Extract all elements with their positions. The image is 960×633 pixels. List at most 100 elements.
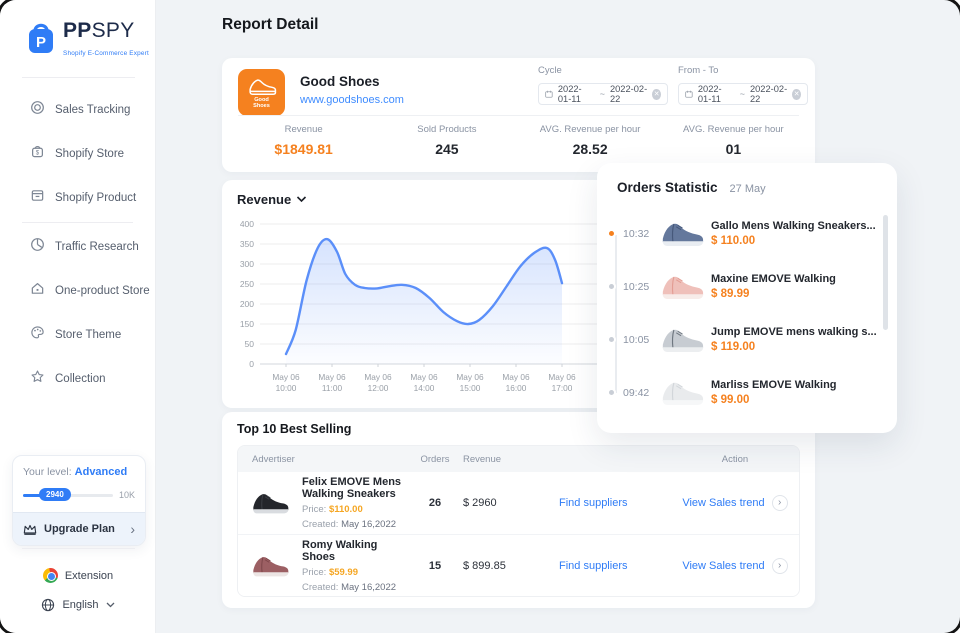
chevron-right-button[interactable]: › <box>771 495 788 511</box>
svg-text:May 06: May 06 <box>318 372 346 382</box>
product-image <box>250 551 290 581</box>
order-product-name: Gallo Mens Walking Sneakers... <box>711 220 876 232</box>
sneaker-image <box>662 382 704 405</box>
order-product-price: $ 110.00 <box>711 235 756 247</box>
table-row: Felix EMOVE Mens Walking Sneakers Price:… <box>238 472 799 534</box>
find-suppliers-link[interactable]: Find suppliers <box>559 497 628 509</box>
sidebar-item-label: Sales Tracking <box>55 104 131 116</box>
upgrade-plan-button[interactable]: Upgrade Plan › <box>13 512 145 545</box>
extension-button[interactable]: Extension <box>0 568 156 583</box>
table-row: Romy Walking Shoes Price: $59.99 Created… <box>238 534 799 596</box>
product-box-icon <box>30 188 45 208</box>
clear-cycle-icon[interactable]: ✕ <box>652 88 661 100</box>
sidebar-item-label: Shopify Product <box>55 192 137 204</box>
order-item[interactable]: 09:42 Marliss EMOVE Walking $ 99.00 <box>607 366 879 419</box>
table-body: Felix EMOVE Mens Walking Sneakers Price:… <box>238 472 799 596</box>
find-suppliers-link[interactable]: Find suppliers <box>559 559 628 572</box>
target-icon <box>30 100 45 120</box>
chart-title: Revenue <box>237 192 292 207</box>
svg-text:$: $ <box>36 150 40 157</box>
svg-text:200: 200 <box>240 299 254 309</box>
sneaker-image <box>662 329 704 352</box>
language-selector[interactable]: English <box>0 598 156 612</box>
cycle-start-date: 2022-01-11 <box>557 84 582 104</box>
sidebar-item-label: Store Theme <box>55 329 122 341</box>
stat-avg-revenue-per-hour: AVG. Revenue per hour 28.52 <box>519 124 662 157</box>
product-name: Felix EMOVE Mens Walking Sneakers <box>302 476 402 500</box>
column-header-advertiser: Advertiser <box>252 453 295 465</box>
divider <box>22 77 135 78</box>
stat-value: 28.52 <box>572 141 608 157</box>
stat-sold-products: Sold Products 245 <box>375 124 518 157</box>
advertiser-cell: Romy Walking Shoes Price: $59.99 Created… <box>238 539 407 593</box>
timeline-dot <box>607 282 616 291</box>
revenue-value: $ 899.85 <box>463 559 506 572</box>
svg-text:10:00: 10:00 <box>276 383 297 393</box>
stats-row: Revenue $1849.81 Sold Products 245 AVG. Re… <box>232 124 805 157</box>
order-product-price: $ 89.99 <box>711 288 750 300</box>
sidebar-item-shopify-product[interactable]: Shopify Product <box>0 176 155 220</box>
chevron-right-button[interactable]: › <box>771 557 788 574</box>
orders-scrollbar[interactable] <box>883 215 888 330</box>
sidebar-item-label: One-product Store <box>55 285 150 297</box>
order-product-name: Maxine EMOVE Walking <box>711 273 836 285</box>
order-item[interactable]: 10:05 Jump EMOVE mens walking s... $ 119… <box>607 313 879 366</box>
best-selling-title: Top 10 Best Selling <box>237 422 352 436</box>
fromto-date-group: From - To 2022-01-11 ~ 2022-02-22 ✕ <box>678 65 808 105</box>
crown-icon <box>23 524 37 535</box>
orders-statistic-panel: Orders Statistic 27 May 10:32 Gallo Mens… <box>597 163 897 433</box>
svg-text:P: P <box>36 34 46 51</box>
orders-panel-date: 27 May <box>729 183 766 195</box>
stat-label: Sold Products <box>417 124 477 135</box>
globe-icon <box>42 598 55 612</box>
svg-text:400: 400 <box>240 219 254 229</box>
ppspy-logo[interactable]: P PPSPY Shopify E-Commerce Expert <box>26 20 149 65</box>
order-item[interactable]: 10:25 Maxine EMOVE Walking $ 89.99 <box>607 260 879 313</box>
view-sales-trend-link[interactable]: View Sales trend <box>682 497 765 509</box>
order-product-name: Marliss EMOVE Walking <box>711 379 837 391</box>
table-header-row: Advertiser Orders Revenue Action <box>238 446 799 472</box>
store-name: Good Shoes <box>300 74 380 89</box>
order-product-image <box>659 269 705 305</box>
fromto-date-range-input[interactable]: 2022-01-11 ~ 2022-02-22 ✕ <box>678 83 808 105</box>
order-product-name: Jump EMOVE mens walking s... <box>711 326 877 338</box>
order-product-image <box>659 375 705 411</box>
order-time: 10:32 <box>623 227 650 240</box>
star-icon <box>30 369 45 389</box>
sidebar-item-traffic-research[interactable]: Traffic Research <box>0 225 155 269</box>
stat-value: 245 <box>435 141 459 157</box>
sidebar-item-shopify-store[interactable]: $ Shopify Store <box>0 132 155 176</box>
svg-text:May 06: May 06 <box>364 372 392 382</box>
order-item[interactable]: 10:32 Gallo Mens Walking Sneakers... $ 1… <box>607 207 879 260</box>
store-url-link[interactable]: www.goodshoes.com <box>300 94 404 106</box>
order-time: 10:25 <box>623 280 650 293</box>
sidebar-item-sales-tracking[interactable]: Sales Tracking <box>0 88 155 132</box>
svg-text:14:00: 14:00 <box>414 383 435 393</box>
pie-chart-icon <box>30 237 45 257</box>
sidebar-item-one-product-store[interactable]: One-product Store <box>0 269 155 313</box>
stat-label: AVG. Revenue per hour <box>539 124 641 135</box>
chrome-icon <box>42 568 58 583</box>
sidebar-item-label: Collection <box>55 373 106 385</box>
sidebar-item-store-theme[interactable]: Store Theme <box>0 313 155 357</box>
sidebar-item-label: Shopify Store <box>55 148 125 160</box>
svg-text:150: 150 <box>240 319 254 329</box>
timeline-dot <box>607 229 616 238</box>
stat-value: $1849.81 <box>274 141 333 157</box>
svg-text:May 06: May 06 <box>410 372 438 382</box>
sidebar-item-collection[interactable]: Collection <box>0 357 155 401</box>
clear-fromto-icon[interactable]: ✕ <box>792 88 801 100</box>
divider <box>238 115 799 116</box>
orders-list: 10:32 Gallo Mens Walking Sneakers... $ 1… <box>607 207 879 419</box>
cycle-date-range-input[interactable]: 2022-01-11 ~ 2022-02-22 ✕ <box>538 83 668 105</box>
order-time: 09:42 <box>623 386 650 399</box>
sneaker-image <box>253 494 289 514</box>
timeline-dot <box>607 388 616 397</box>
stat-label: AVG. Revenue per hour <box>683 124 784 135</box>
view-sales-trend-link[interactable]: View Sales trend <box>682 559 765 572</box>
sneaker-image <box>253 556 289 576</box>
order-time: 10:05 <box>623 333 650 346</box>
revenue-metric-dropdown[interactable]: Revenue <box>237 192 307 207</box>
svg-text:350: 350 <box>240 239 254 249</box>
